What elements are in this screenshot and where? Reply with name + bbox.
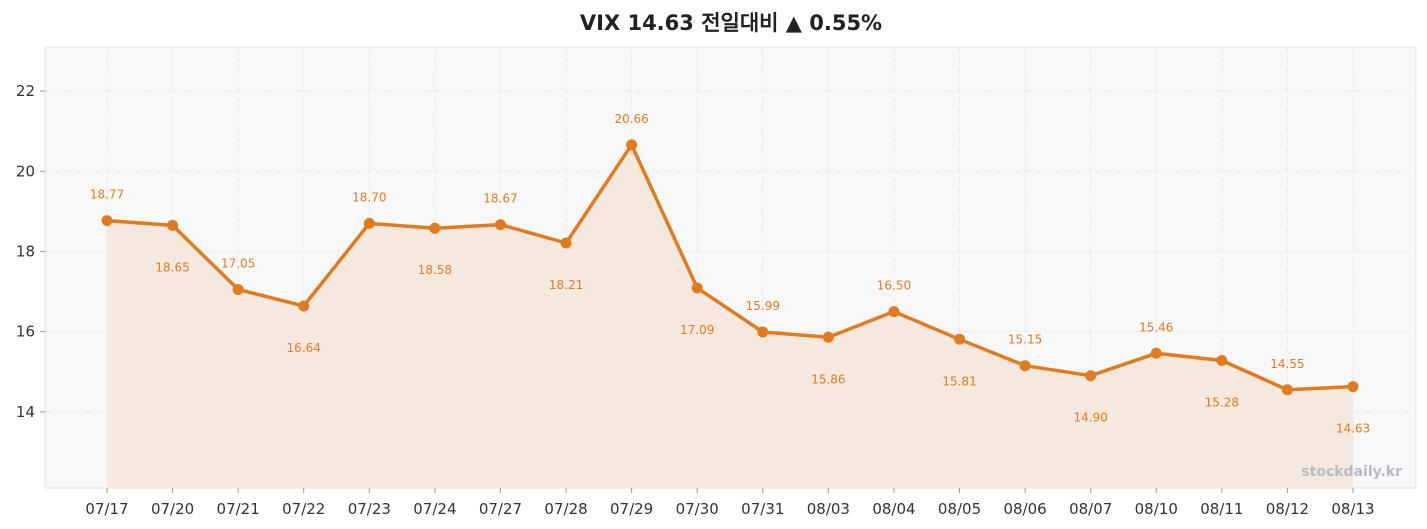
chart-title: VIX 14.63 전일대비 ▲ 0.55% [580,11,882,35]
x-tick-label: 07/21 [217,500,260,518]
data-point [1019,360,1031,372]
data-label: 14.55 [1270,357,1304,371]
data-point [429,222,441,234]
data-point [1150,347,1162,359]
data-point [954,333,966,345]
data-label: 16.50 [877,279,911,293]
x-tick-label: 07/29 [610,500,653,518]
series-line [106,143,1354,392]
x-tick-label: 07/31 [741,500,784,518]
data-label: 14.90 [1074,411,1108,425]
x-axis: 07/17 07/20 07/21 07/22 07/23 07/24 07/27 07/28… [85,488,1375,518]
x-tick-label: 07/24 [413,500,456,518]
data-point [1347,381,1359,393]
data-point [1085,370,1097,382]
data-label: 15.99 [746,299,780,313]
y-axis: 14 16 18 20 22 [16,82,45,421]
watermark: stockdaily.kr [1301,464,1402,480]
data-point [167,219,179,231]
data-label: 17.09 [680,323,714,337]
y-tick-label: 18 [16,242,35,260]
y-tick-label: 22 [16,82,35,100]
data-point [691,282,703,294]
data-points [101,139,1359,396]
data-point [101,215,113,227]
x-tick-label: 08/05 [938,500,981,518]
data-point [298,300,310,312]
x-tick-label: 07/28 [544,500,587,518]
x-tick-label: 08/07 [1069,500,1112,518]
data-labels: 18.77 18.65 17.05 16.64 18.70 18.58 18.67 18.21… [90,112,1370,436]
data-point [757,326,769,338]
data-point [1216,355,1228,367]
data-label: 18.21 [549,278,583,292]
x-tick-label: 07/22 [282,500,325,518]
x-tick-label: 07/30 [676,500,719,518]
x-tick-label: 08/06 [1003,500,1046,518]
data-point [232,284,244,296]
data-label: 20.66 [614,112,648,126]
data-point [494,219,506,231]
x-tick-label: 08/12 [1266,500,1309,518]
data-label: 16.64 [287,341,321,355]
data-point [626,139,638,151]
x-tick-label: 07/20 [151,500,194,518]
y-tick-label: 14 [16,403,35,421]
data-label: 18.65 [155,260,189,274]
y-tick-label: 16 [16,323,35,341]
data-point [1281,384,1293,396]
x-tick-label: 08/11 [1200,500,1243,518]
x-tick-label: 08/04 [872,500,915,518]
data-label: 18.70 [352,190,386,204]
area-fill [107,144,1353,489]
data-point [363,217,375,229]
data-label: 17.05 [221,257,255,271]
x-tick-label: 07/27 [479,500,522,518]
data-label: 15.86 [811,372,845,386]
data-point [822,331,834,343]
data-label: 15.15 [1008,333,1042,347]
data-label: 18.67 [483,192,517,206]
data-label: 18.77 [90,188,124,202]
x-tick-label: 07/17 [85,500,128,518]
x-tick-label: 08/13 [1331,500,1374,518]
x-tick-label: 07/23 [348,500,391,518]
x-tick-label: 08/10 [1135,500,1178,518]
y-tick-label: 20 [16,162,35,180]
x-tick-label: 08/03 [807,500,850,518]
data-point [560,237,572,249]
data-label: 15.28 [1205,396,1239,410]
data-label: 15.81 [942,374,976,388]
data-label: 18.58 [418,263,452,277]
data-label: 15.46 [1139,320,1173,334]
data-point [888,306,900,318]
data-label: 14.63 [1336,422,1370,436]
